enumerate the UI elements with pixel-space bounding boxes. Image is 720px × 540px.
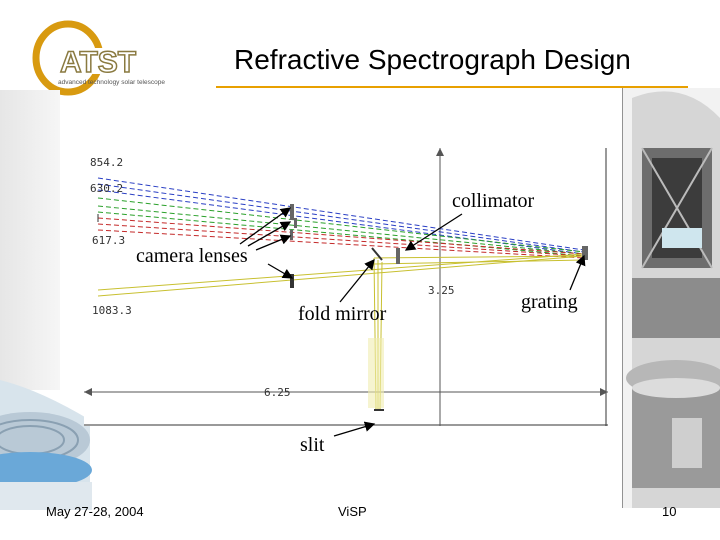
title-underline bbox=[216, 86, 688, 88]
logo-text: ATST bbox=[60, 46, 136, 79]
collimator-label: collimator bbox=[452, 190, 535, 212]
ray-value-label: 630.2 bbox=[90, 182, 124, 195]
atst-logo: ATST advanced technology solar telescope bbox=[32, 20, 228, 96]
dimension-label: 3.25 bbox=[428, 284, 455, 297]
grating-label: grating bbox=[521, 291, 578, 313]
footer-date: May 27-28, 2004 bbox=[46, 504, 144, 519]
camera-lenses-label: camera lenses bbox=[136, 245, 248, 267]
slide-title: Refractive Spectrograph Design bbox=[234, 44, 631, 75]
slit-label: slit bbox=[300, 434, 325, 456]
telescope-dome-image bbox=[0, 90, 92, 510]
scale-label: 6.25 bbox=[264, 386, 291, 399]
fold-mirror-label: fold mirror bbox=[298, 303, 387, 325]
page-number: 10 bbox=[662, 504, 677, 519]
logo-tagline: advanced technology solar telescope bbox=[58, 79, 165, 86]
ray-value-label: 1083.3 bbox=[92, 304, 132, 317]
footer-center: ViSP bbox=[338, 504, 367, 519]
ray-value-label: 854.2 bbox=[90, 156, 124, 169]
telescope-structure-image bbox=[622, 88, 720, 508]
ray-value-label: 617.3 bbox=[92, 234, 126, 247]
